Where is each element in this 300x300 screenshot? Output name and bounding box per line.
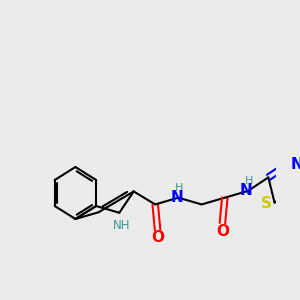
Text: S: S [261,196,272,211]
Text: NH: NH [112,219,130,232]
Text: H: H [245,176,253,186]
Text: N: N [291,158,300,172]
Text: O: O [216,224,229,239]
Text: N: N [240,183,253,198]
Text: O: O [151,230,164,245]
Text: H: H [175,183,184,193]
Text: N: N [170,190,183,205]
